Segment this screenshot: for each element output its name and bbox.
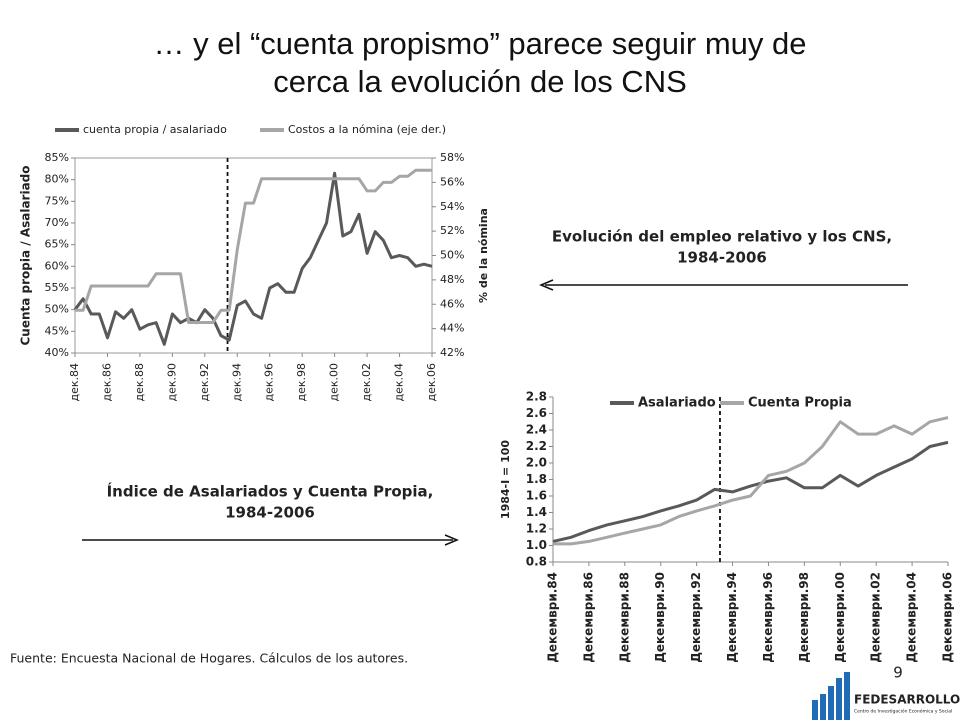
x-tick-label: Декември.98	[797, 572, 811, 663]
x-tick-label: Декември.90	[653, 572, 667, 663]
x-tick-label: Декември.02	[869, 572, 883, 663]
series-line	[552, 440, 949, 543]
legend-label: Cuenta Propia	[748, 396, 852, 411]
y-tick-label: 2.2	[526, 439, 547, 453]
y-tick-label: 70%	[45, 216, 69, 229]
source: Fuente: Encuesta Nacional de Hogares. Cá…	[10, 651, 408, 666]
series-line	[73, 171, 433, 346]
logo-subtitle: Centro de Investigación Económica y Soci…	[854, 708, 952, 715]
arrow-head	[444, 534, 459, 546]
y2-tick-label: 52%	[440, 224, 464, 237]
x-tick-label: дек.92	[198, 363, 211, 402]
x-tick-label: дек.86	[100, 363, 113, 402]
y2-tick-label: 50%	[440, 249, 464, 262]
title-line: cerca la evolución de los CNS	[273, 64, 687, 99]
x-tick-label: дек.04	[393, 363, 406, 402]
y-tick-label: 1.6	[526, 489, 547, 503]
caption: 1984-2006	[225, 504, 315, 522]
y-tick-label: 80%	[45, 173, 69, 186]
x-tick-label: дек.02	[360, 363, 373, 402]
arrow-head	[539, 279, 554, 291]
legend-label: Asalariado	[638, 396, 716, 411]
x-tick-label: Декември.96	[761, 572, 775, 663]
y-tick-label: 2.6	[526, 406, 547, 420]
logo: FEDESARROLLO	[854, 693, 960, 707]
x-tick-label: Декември.00	[833, 572, 847, 663]
y-tick-label: 2.0	[526, 456, 547, 470]
y-tick-label: 85%	[45, 151, 69, 164]
y-tick-label: 60%	[45, 259, 69, 272]
x-tick-label: дек.88	[133, 363, 146, 402]
y2-tick-label: 46%	[440, 297, 464, 310]
y-tick-label: 75%	[45, 194, 69, 207]
y-tick-label: 1.2	[526, 522, 547, 536]
x-tick-label: дек.84	[68, 363, 81, 402]
x-tick-label: дек.96	[263, 363, 276, 402]
x-tick-label: Декември.84	[546, 572, 560, 663]
y-axis-label: Cuenta propia / Asalariado	[19, 165, 33, 345]
series-line	[75, 168, 432, 324]
y2-tick-label: 42%	[440, 346, 464, 359]
x-tick-label: дек.00	[328, 363, 341, 402]
title-line: … y el “cuenta propismo” parece seguir m…	[153, 26, 806, 61]
x-tick-label: Декември.86	[581, 572, 595, 663]
x-tick-label: дек.90	[165, 363, 178, 402]
y-tick-label: 2.4	[526, 423, 547, 437]
y2-tick-label: 48%	[440, 273, 464, 286]
y2-tick-label: 54%	[440, 200, 464, 213]
x-tick-label: Декември.04	[905, 572, 919, 663]
y-tick-label: 65%	[45, 238, 69, 251]
x-tick-label: дек.06	[425, 363, 438, 402]
y-tick-label: 50%	[45, 303, 69, 316]
y-tick-label: 45%	[45, 324, 69, 337]
y-tick-label: 2.8	[526, 390, 547, 404]
x-tick-label: дек.94	[230, 363, 243, 402]
y2-axis-label: % de la nómina	[477, 208, 490, 303]
x-tick-label: Декември.88	[617, 572, 631, 663]
caption: 1984-2006	[677, 249, 767, 267]
y-tick-label: 55%	[45, 281, 69, 294]
y-tick-label: 40%	[45, 346, 69, 359]
y-axis-label: 1984-I = 100	[499, 440, 512, 519]
caption: Índice de Asalariados y Cuenta Propia,	[107, 482, 434, 501]
y2-tick-label: 44%	[440, 322, 464, 335]
x-tick-label: Декември.92	[689, 572, 703, 663]
y-tick-label: 0.8	[526, 555, 547, 569]
legend-label: cuenta propia / asalariado	[83, 123, 227, 136]
caption: Evolución del empleo relativo y los CNS,	[552, 228, 892, 246]
x-tick-label: Декември.94	[725, 572, 739, 663]
legend-label: Costos a la nómina (eje der.)	[288, 123, 446, 136]
y2-tick-label: 56%	[440, 175, 464, 188]
x-tick-label: Декември.06	[941, 572, 955, 663]
series-line	[553, 416, 949, 546]
y2-tick-label: 58%	[440, 151, 464, 164]
page-number: 9	[893, 664, 903, 682]
x-tick-label: дек.98	[295, 363, 308, 402]
y-tick-label: 1.4	[526, 505, 547, 519]
logo-icon	[812, 672, 850, 720]
y-tick-label: 1.0	[526, 538, 547, 552]
y-tick-label: 1.8	[526, 472, 547, 486]
